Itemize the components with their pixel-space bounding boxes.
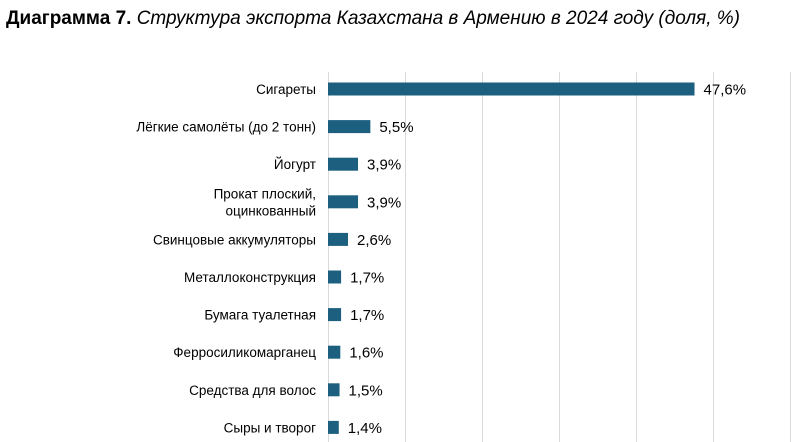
category-label: Сигареты — [256, 82, 316, 97]
bar — [328, 383, 340, 397]
bar — [328, 308, 342, 322]
bar — [328, 195, 359, 209]
category-label: Свинцовые аккумуляторы — [153, 232, 316, 247]
data-label: 5,5% — [379, 119, 413, 136]
bar — [328, 120, 371, 134]
category-label: Сыры и творог — [224, 420, 316, 435]
category-label: Средства для волос — [189, 383, 316, 398]
category-label: оцинкованный — [226, 203, 317, 218]
bar — [328, 345, 341, 359]
bar — [328, 270, 342, 284]
data-label: 1,7% — [350, 270, 384, 287]
chart-title-text: Структура экспорта Казахстана в Армению … — [136, 8, 740, 29]
category-label: Ферросиликомарганец — [173, 345, 316, 360]
data-label: 1,5% — [349, 382, 383, 399]
data-label: 3,9% — [367, 157, 401, 174]
chart-title-prefix: Диаграмма 7. — [6, 8, 132, 29]
data-label: 1,6% — [349, 345, 383, 362]
category-label: Прокат плоский, — [214, 186, 316, 201]
bar — [328, 232, 349, 246]
category-label: Йогурт — [274, 157, 316, 172]
bar — [328, 420, 339, 434]
bar — [328, 82, 695, 96]
bar — [328, 157, 359, 171]
data-label: 2,6% — [357, 232, 391, 249]
chart-title: Диаграмма 7. Структура экспорта Казахста… — [6, 8, 740, 30]
data-label: 1,7% — [350, 307, 384, 324]
data-label: 47,6% — [704, 82, 747, 99]
category-label: Лёгкие самолёты (до 2 тонн) — [136, 120, 316, 135]
category-label: Бумага туалетная — [204, 308, 316, 323]
category-label: Металлоконструкция — [184, 270, 316, 285]
data-label: 1,4% — [348, 420, 382, 437]
data-label: 3,9% — [367, 194, 401, 211]
